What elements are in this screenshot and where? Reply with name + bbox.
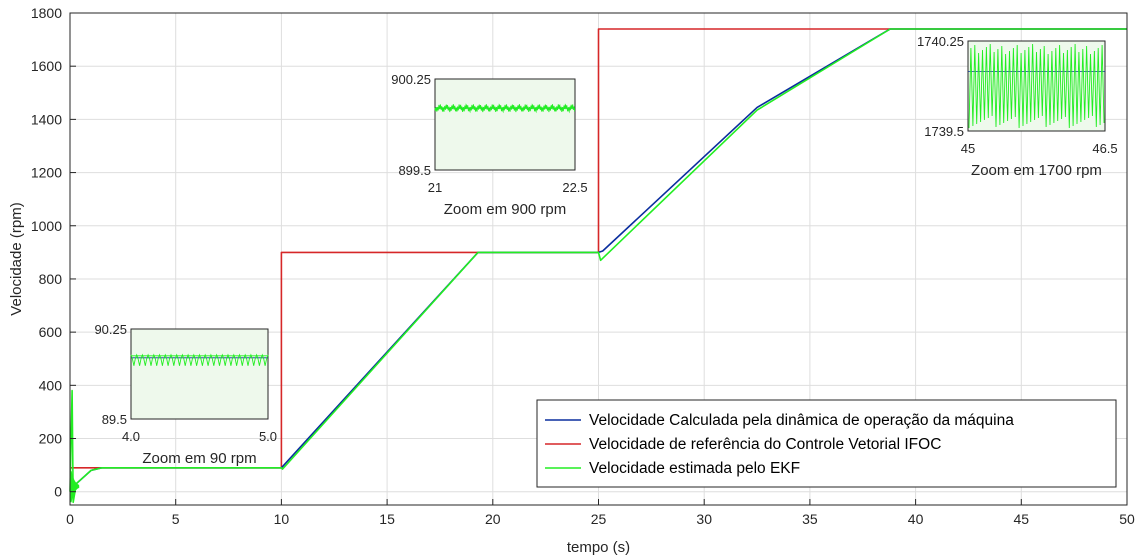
- legend-entry-reference: Velocidade de referência do Controle Vet…: [589, 436, 941, 453]
- inset-caption: Zoom em 900 rpm: [444, 201, 567, 218]
- x-tick-label: 40: [908, 511, 924, 527]
- zoom-inset: 1740.25 1739.5 45 46.5 Zoom em 1700 rpm: [917, 34, 1118, 179]
- x-tick-label: 0: [66, 511, 74, 527]
- series-layer: [69, 28, 1127, 504]
- y-tick-label: 600: [39, 324, 63, 340]
- inset-caption: Zoom em 90 rpm: [142, 450, 256, 467]
- x-tick-label: 5: [172, 511, 180, 527]
- x-tick-label: 25: [591, 511, 607, 527]
- inset-ekf-line: [130, 353, 269, 366]
- y-tick-label: 400: [39, 377, 63, 393]
- x-axis-label: tempo (s): [567, 539, 630, 556]
- series-line-ekf: [69, 28, 1127, 504]
- y-tick-label: 1200: [31, 165, 62, 181]
- legend: Velocidade Calculada pela dinâmica de op…: [536, 399, 1117, 488]
- y-tick-label: 1400: [31, 111, 62, 127]
- inset-y-max-label: 1740.25: [917, 34, 964, 49]
- ekf-startup-oscillation: [70, 471, 80, 503]
- legend-entry-ekf: Velocidade estimada pelo EKF: [589, 460, 800, 477]
- y-tick-label: 0: [54, 484, 62, 500]
- inset-ekf-line: [434, 103, 576, 114]
- inset-x-min-label: 4.0: [122, 429, 140, 444]
- inset-y-max-label: 90.25: [94, 322, 127, 337]
- y-tick-label: 200: [39, 431, 63, 447]
- inset-x-min-label: 21: [428, 180, 442, 195]
- x-tick-label: 20: [485, 511, 501, 527]
- y-axis-label: Velocidade (rpm): [8, 202, 25, 315]
- x-tick-label: 15: [379, 511, 395, 527]
- inset-frame: [434, 78, 576, 171]
- x-tick-label: 10: [274, 511, 290, 527]
- y-tick-label: 1800: [31, 5, 62, 21]
- inset-x-min-label: 45: [961, 141, 975, 156]
- inset-x-max-label: 46.5: [1092, 141, 1117, 156]
- x-tick-label: 45: [1014, 511, 1030, 527]
- inset-ekf-line: [968, 43, 1105, 129]
- y-tick-label: 1000: [31, 218, 62, 234]
- legend-entry-calculated: Velocidade Calculada pela dinâmica de op…: [589, 412, 1014, 429]
- y-tick-label: 800: [39, 271, 63, 287]
- legend-box: [536, 399, 1117, 488]
- y-tick-label: 1600: [31, 58, 62, 74]
- inset-y-min-label: 1739.5: [924, 124, 964, 139]
- inset-x-max-label: 5.0: [259, 429, 277, 444]
- inset-y-max-label: 900.25: [391, 72, 431, 87]
- inset-x-max-label: 22.5: [562, 180, 587, 195]
- x-tick-label: 30: [696, 511, 712, 527]
- ticks: 0 5 10 15 20 25 30 35 40 45 50 0 200 400 600 800 1000 120…: [31, 5, 1135, 527]
- x-tick-label: 50: [1119, 511, 1135, 527]
- x-tick-label: 35: [802, 511, 818, 527]
- zoom-inset: 900.25 899.5 21 22.5 Zoom em 900 rpm: [391, 72, 587, 218]
- inset-caption: Zoom em 1700 rpm: [971, 162, 1102, 179]
- inset-frame: [130, 328, 269, 420]
- inset-y-min-label: 89.5: [102, 412, 127, 427]
- inset-y-min-label: 899.5: [398, 163, 431, 178]
